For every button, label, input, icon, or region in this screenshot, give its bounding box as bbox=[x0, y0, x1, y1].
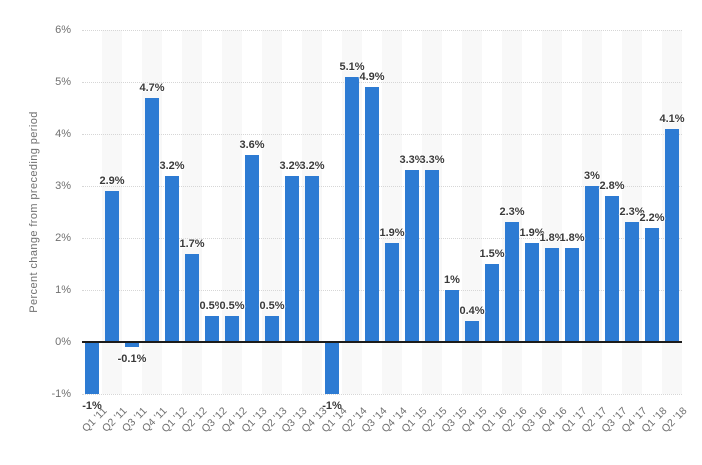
bar-value-label: 2.2% bbox=[639, 211, 665, 224]
y-tick-label: 1% bbox=[55, 284, 71, 296]
plot-stripe bbox=[222, 30, 242, 394]
plot-stripe bbox=[462, 30, 482, 394]
bar-value-label: 1.9% bbox=[519, 227, 545, 240]
y-tick-label: 3% bbox=[55, 180, 71, 192]
bar[interactable] bbox=[665, 128, 679, 342]
gridline bbox=[82, 394, 682, 395]
bar-value-label: 3.2% bbox=[299, 159, 325, 172]
y-tick-label: 5% bbox=[55, 76, 71, 88]
bar-value-label: 1.7% bbox=[179, 237, 205, 250]
bar[interactable] bbox=[525, 243, 539, 342]
bar[interactable] bbox=[625, 222, 639, 342]
bar-value-label: 1% bbox=[444, 274, 460, 286]
bar[interactable] bbox=[585, 186, 599, 342]
plot-stripe bbox=[262, 30, 282, 394]
gridline bbox=[82, 238, 682, 239]
bar-value-label: 2.3% bbox=[619, 206, 645, 219]
y-tick-label: -1% bbox=[51, 388, 71, 400]
bar[interactable] bbox=[425, 170, 439, 342]
bar-value-label: 5.1% bbox=[339, 60, 365, 73]
bar[interactable] bbox=[465, 321, 479, 342]
bar[interactable] bbox=[265, 316, 279, 342]
bar[interactable] bbox=[165, 175, 179, 342]
y-tick-label: 0% bbox=[55, 336, 71, 348]
bar[interactable] bbox=[125, 342, 139, 348]
bar[interactable] bbox=[485, 264, 499, 342]
bar-value-label: 2.3% bbox=[499, 206, 525, 219]
bar-value-label: 2.8% bbox=[599, 180, 625, 193]
bar-value-label: -1% bbox=[322, 400, 342, 412]
bar[interactable] bbox=[385, 243, 399, 342]
bar[interactable] bbox=[85, 342, 99, 394]
zero-axis-line bbox=[82, 341, 682, 343]
bar[interactable] bbox=[605, 196, 619, 342]
gridline bbox=[82, 134, 682, 135]
gridline bbox=[82, 186, 682, 187]
y-tick-label: 2% bbox=[55, 232, 71, 244]
gridline bbox=[82, 82, 682, 83]
bar[interactable] bbox=[185, 253, 199, 342]
bar[interactable] bbox=[205, 316, 219, 342]
y-tick-label: 6% bbox=[55, 24, 71, 36]
gridline bbox=[82, 290, 682, 291]
bar[interactable] bbox=[105, 191, 119, 342]
bar[interactable] bbox=[145, 97, 159, 342]
bar-value-label: 3.3% bbox=[399, 154, 425, 167]
bar-value-label: 3% bbox=[584, 170, 600, 182]
bar[interactable] bbox=[365, 87, 379, 342]
bar-value-label: 1.9% bbox=[379, 227, 405, 240]
y-tick-label: 4% bbox=[55, 128, 71, 140]
bar[interactable] bbox=[645, 227, 659, 342]
bar-value-label: 0.5% bbox=[259, 300, 285, 312]
bar[interactable] bbox=[445, 290, 459, 342]
bar-value-label: 1.8% bbox=[559, 232, 585, 245]
bar[interactable] bbox=[345, 76, 359, 342]
bar-value-label: 1.8% bbox=[539, 232, 565, 245]
bar-value-label: 3.2% bbox=[159, 159, 185, 172]
bar-value-label: 4.1% bbox=[659, 112, 685, 125]
bar[interactable] bbox=[505, 222, 519, 342]
bar[interactable] bbox=[285, 175, 299, 342]
bar-value-label: 2.9% bbox=[99, 175, 125, 188]
bar-value-label: 0.5% bbox=[199, 300, 225, 312]
bar-value-label: 4.7% bbox=[139, 81, 165, 94]
bar[interactable] bbox=[565, 248, 579, 342]
bar[interactable] bbox=[225, 316, 239, 342]
bar-value-label: -1% bbox=[82, 400, 102, 412]
bar-value-label: -0.1% bbox=[117, 353, 147, 366]
bar[interactable] bbox=[545, 248, 559, 342]
bar[interactable] bbox=[405, 170, 419, 342]
bar-value-label: 1.5% bbox=[479, 248, 505, 260]
bar[interactable] bbox=[325, 342, 339, 394]
bar-value-label: 3.3% bbox=[419, 154, 445, 167]
bar-value-label: 0.4% bbox=[459, 305, 485, 318]
bar-value-label: 3.6% bbox=[239, 138, 265, 151]
bar-value-label: 4.9% bbox=[359, 71, 385, 84]
bar[interactable] bbox=[245, 154, 259, 342]
bar-value-label: 0.5% bbox=[219, 300, 245, 312]
bar[interactable] bbox=[305, 175, 319, 342]
bar-value-label: 3.2% bbox=[279, 159, 305, 172]
gridline bbox=[82, 30, 682, 31]
